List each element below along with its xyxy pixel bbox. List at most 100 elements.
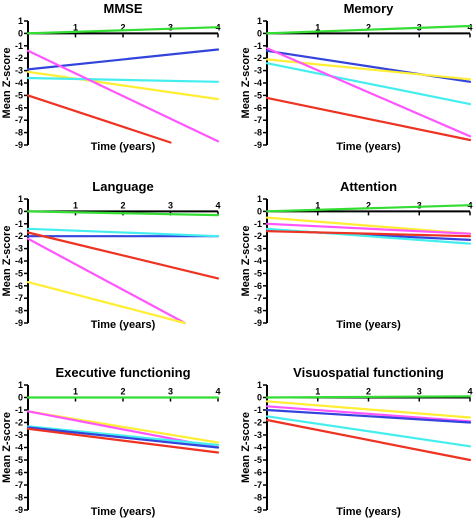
y-tick-label: -1 [254,41,262,51]
series-line [265,96,472,142]
x-tick-label: 3 [168,200,173,210]
y-tick-label: -7 [15,115,23,125]
chart-title: Visuospatial functioning [293,365,444,380]
chart-title: Attention [340,179,397,194]
y-tick-label: -1 [15,219,23,229]
y-axis-label: Mean Z-score [240,226,252,297]
x-tick-label: 3 [417,387,422,397]
series-line [265,418,472,462]
y-tick-label: -5 [254,90,262,100]
y-tick-label: 0 [257,206,262,216]
x-tick-label: 1 [73,200,78,210]
x-tick-label: 4 [215,200,220,210]
y-tick-label: -4 [254,256,262,266]
y-tick-label: -2 [254,231,262,241]
y-tick-label: 1 [18,380,23,390]
y-tick-label: -6 [15,281,23,291]
series-line [265,204,472,213]
x-tick-label: 1 [315,200,320,210]
y-tick-label: -3 [15,66,23,76]
y-tick-label: -9 [15,318,23,328]
y-tick-label: 1 [257,194,262,204]
x-tick-label: 3 [168,22,173,32]
y-tick-label: -4 [15,78,23,88]
y-tick-label: -2 [254,418,262,428]
y-tick-label: -8 [15,128,23,138]
x-tick-label: 2 [120,22,125,32]
chart-title: Memory [344,1,395,16]
chart-panel: Executive functioning 1 0 -1 -2 -3 -4 -5 -6 -7 -8 -… [1,365,221,518]
chart-panel: Language 1 0 -1 -2 -3 -4 -5 -6 -7 -8 -9 1 2 3 4 Time (ye… [1,179,221,331]
y-tick-label: 1 [257,16,262,26]
series-line [26,227,220,238]
chart-title: MMSE [104,1,143,16]
y-tick-label: -7 [254,115,262,125]
y-tick-label: -4 [254,78,262,88]
series-line [265,415,472,448]
x-tick-label: 2 [120,200,125,210]
y-tick-label: -9 [254,140,262,150]
x-tick-label: 1 [73,22,78,32]
y-tick-label: -5 [254,268,262,278]
x-axis-label: Time (years) [91,506,156,518]
y-tick-label: 0 [18,393,23,403]
x-tick-label: 3 [168,387,173,397]
series-line [26,26,220,35]
y-tick-label: -8 [254,306,262,316]
y-tick-label: 0 [257,28,262,38]
y-tick-label: -2 [15,53,23,63]
series-line [265,47,472,138]
series-line [26,425,220,447]
series-line [26,231,220,280]
y-axis-label: Mean Z-score [1,412,13,483]
chart-title: Language [92,179,153,194]
y-tick-label: -9 [15,140,23,150]
y-tick-label: -1 [254,405,262,415]
y-tick-label: -6 [254,468,262,478]
series-line [265,24,472,35]
series-line [265,62,472,106]
series-line [26,48,220,71]
series-line [265,230,472,238]
y-axis-label: Mean Z-score [240,48,252,119]
series-line [26,70,220,101]
series-line [265,405,472,423]
y-tick-label: -5 [15,90,23,100]
series-line [26,94,172,144]
series-line [26,237,186,325]
series-line [265,400,472,419]
y-tick-label: 1 [257,380,262,390]
y-tick-label: -7 [15,293,23,303]
series-line [26,210,220,217]
y-tick-label: -1 [254,219,262,229]
y-tick-label: -6 [254,281,262,291]
series-line [26,426,220,449]
y-tick-label: -6 [15,103,23,113]
y-tick-label: -9 [254,318,262,328]
y-axis-label: Mean Z-score [1,226,13,297]
x-tick-label: 1 [73,387,78,397]
y-tick-label: 0 [18,206,23,216]
y-tick-label: -9 [254,505,262,515]
x-tick-label: 4 [467,22,472,32]
chart-title: Executive functioning [55,365,190,380]
y-tick-label: -8 [15,493,23,503]
chart-panel: Visuospatial functioning 1 0 -1 -2 -3 -4 -5 -6 -7… [240,365,473,518]
series-line [26,76,220,83]
y-tick-label: -6 [254,103,262,113]
y-tick-label: -3 [254,66,262,76]
y-axis-label: Mean Z-score [1,48,13,119]
y-tick-label: -2 [254,53,262,63]
series-line [26,281,186,325]
series-line [265,222,472,235]
x-axis-label: Time (years) [91,319,156,331]
x-tick-label: 2 [366,200,371,210]
y-tick-label: -2 [15,418,23,428]
x-tick-label: 2 [120,387,125,397]
y-tick-label: -5 [15,268,23,278]
series-line [265,395,472,399]
y-tick-label: -9 [15,505,23,515]
